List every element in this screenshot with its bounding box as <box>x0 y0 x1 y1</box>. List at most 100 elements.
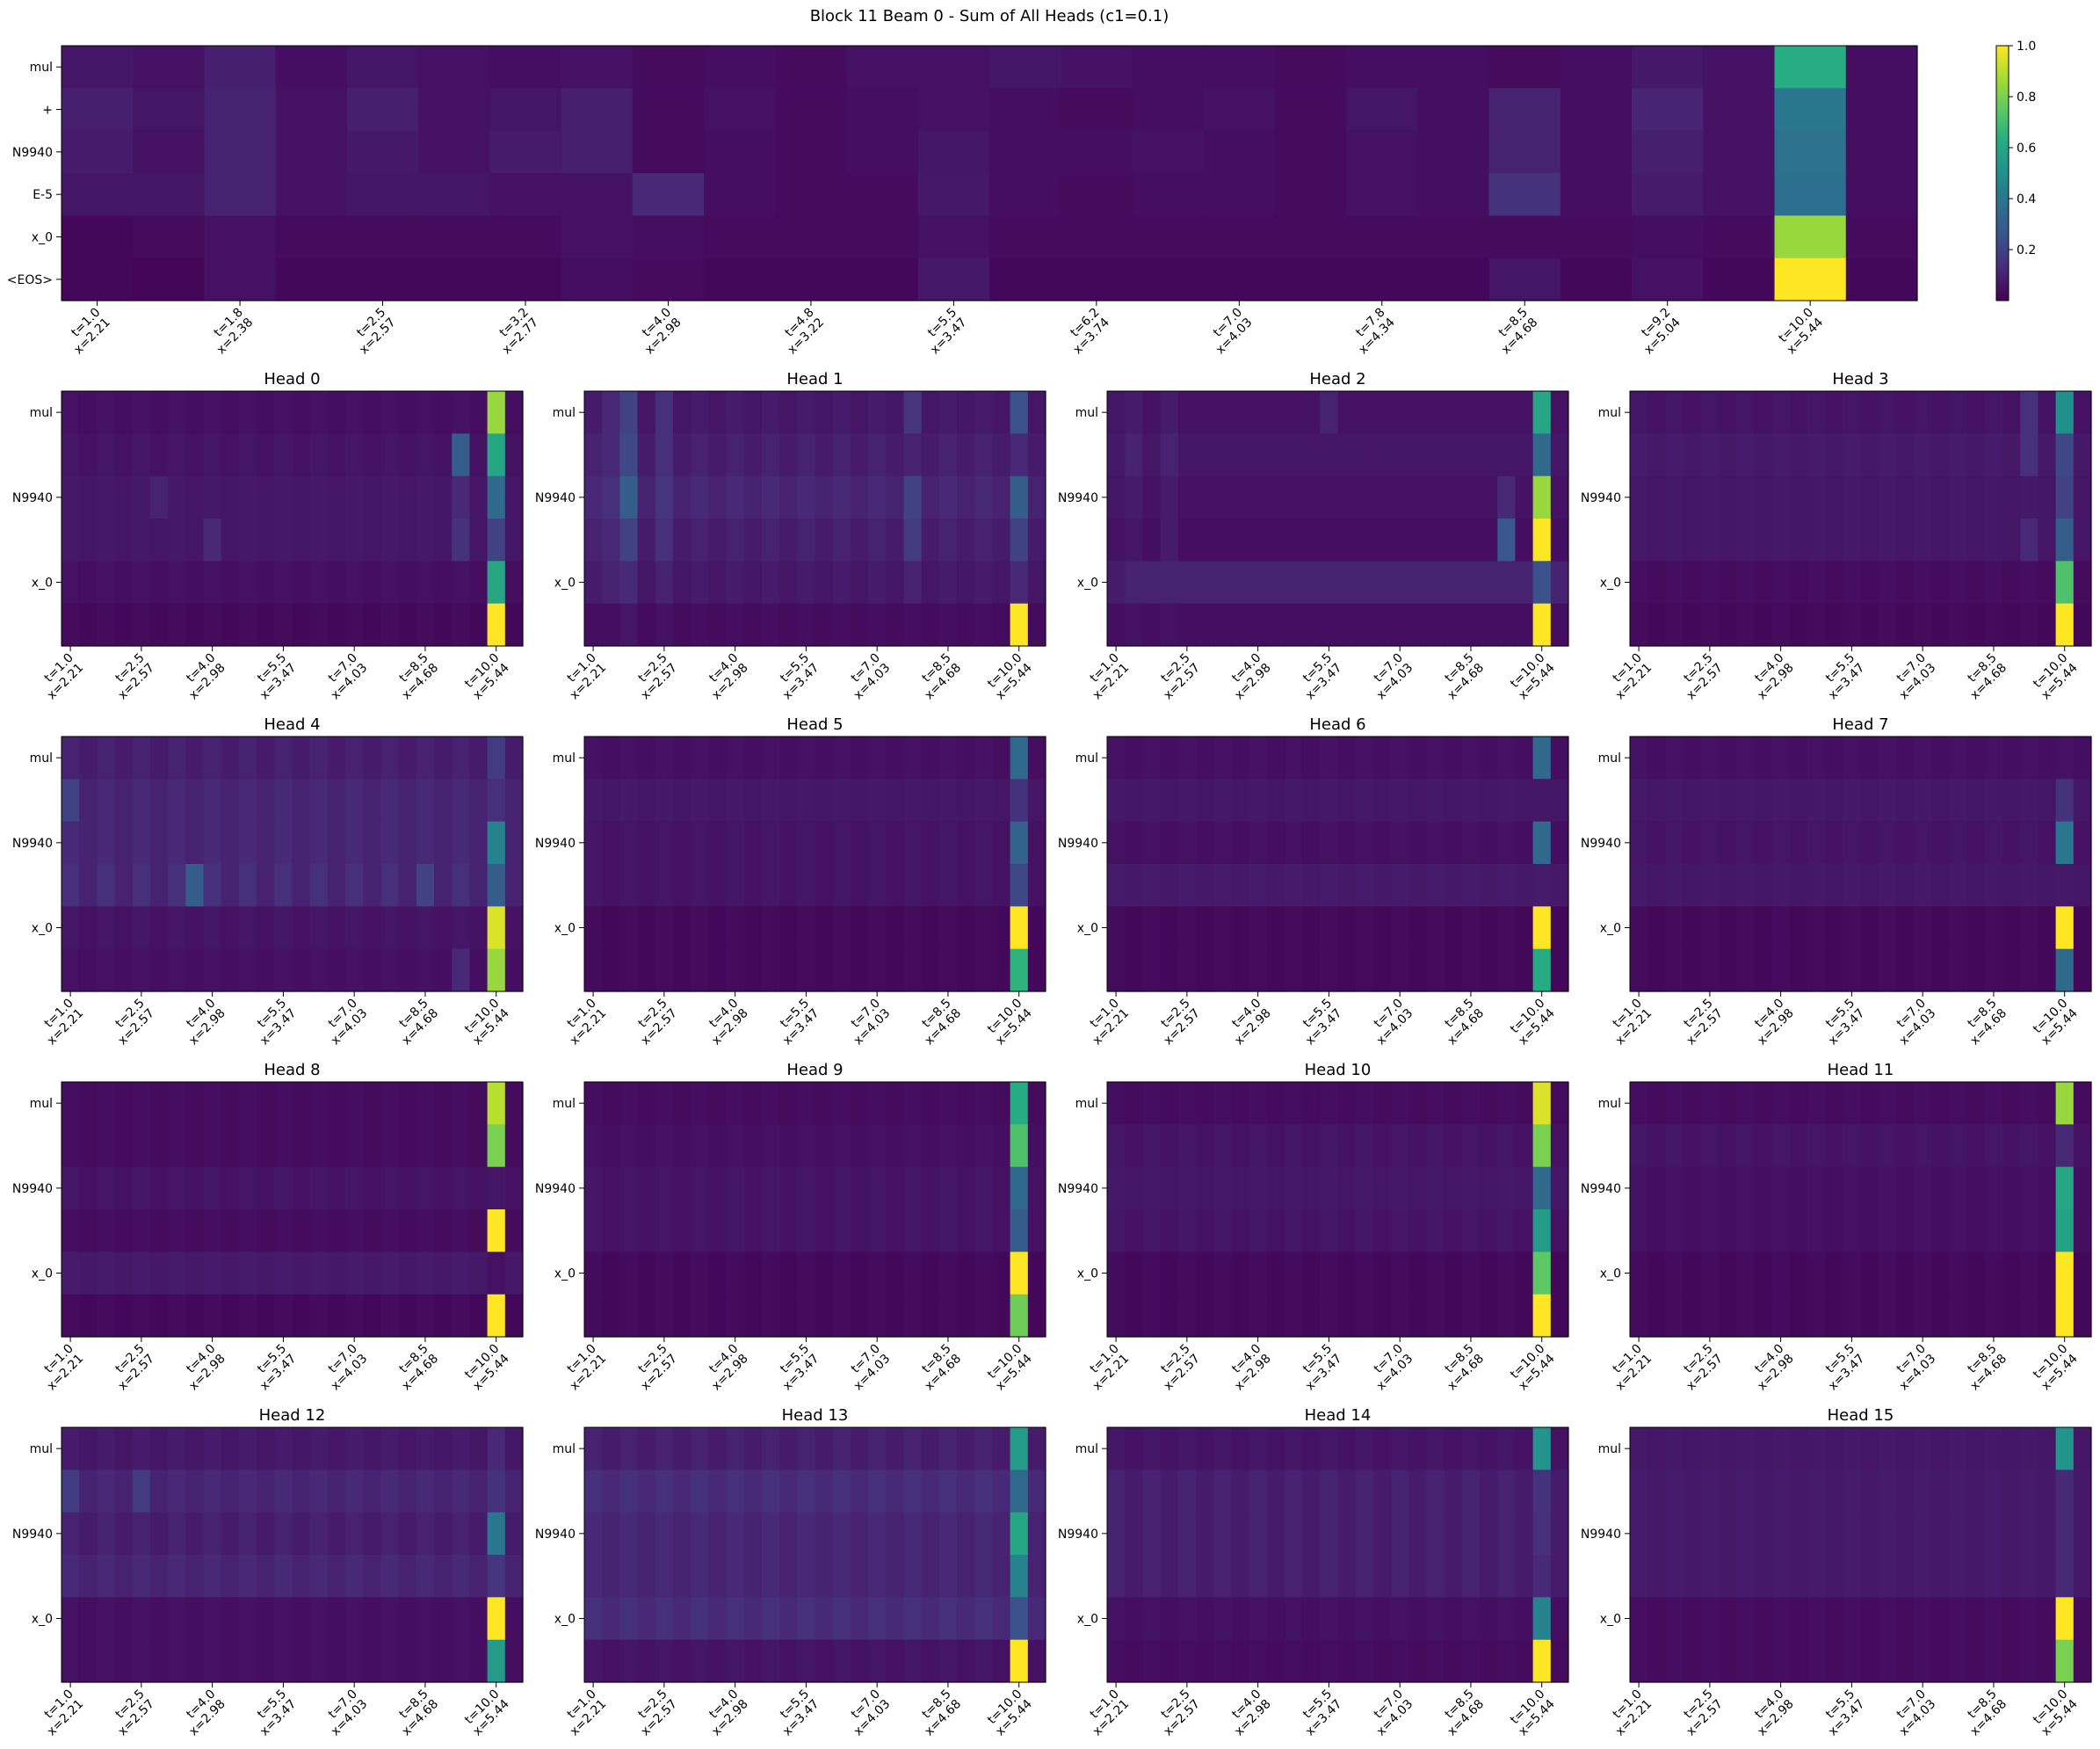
head-13-heatmap-cell <box>691 1427 709 1470</box>
head-10-heatmap-cell <box>1408 1294 1428 1338</box>
head-6-heatmap-cell <box>1515 737 1534 780</box>
head-10-heatmap-cell <box>1231 1166 1250 1210</box>
head-8-heatmap-cell <box>221 1209 240 1252</box>
head-1-heatmap-cell <box>708 519 728 562</box>
head-8-heatmap-cell <box>97 1209 116 1252</box>
head-12-heatmap-cell <box>380 1512 400 1556</box>
head-14-heatmap-cell <box>1266 1512 1285 1556</box>
head-0-heatmap-cell <box>203 433 222 477</box>
head-6-heatmap-cell <box>1426 948 1445 992</box>
head-7-heatmap-cell <box>1949 906 1968 950</box>
head-3-heatmap-cell <box>1807 391 1826 434</box>
head-12-heatmap-cell <box>398 1470 417 1513</box>
head-13-heatmap-cell <box>637 1597 656 1641</box>
head-12-heatmap-cell <box>221 1470 240 1513</box>
head-4-heatmap-cell <box>452 864 471 907</box>
head-14-heatmap-cell <box>1195 1597 1214 1641</box>
head-5-heatmap-cell <box>779 821 798 865</box>
head-9-heatmap-cell <box>1027 1294 1046 1338</box>
head-1-heatmap-cell <box>726 561 745 605</box>
head-3-heatmap-cell <box>1647 475 1666 519</box>
head-8-heatmap-cell <box>62 1082 80 1125</box>
head-12-heatmap-cell <box>149 1470 169 1513</box>
head-0-heatmap-cell <box>469 475 489 519</box>
main-heatmap-cell <box>1845 258 1918 301</box>
main-heatmap-cell <box>62 215 134 259</box>
head-8-heatmap-cell <box>185 1294 205 1338</box>
head-5-heatmap-cell <box>779 906 798 950</box>
head-4-heatmap-cell <box>114 864 134 907</box>
main-heatmap-xtick-label: t=7.8x=4.34 <box>1346 305 1398 357</box>
head-2-heatmap-cell <box>1408 519 1428 562</box>
head-2-heatmap-cell <box>1249 391 1268 434</box>
head-11-heatmap-cell <box>1630 1252 1648 1295</box>
head-7-heatmap-cell <box>1718 821 1737 865</box>
head-10-heatmap-cell <box>1497 1252 1517 1295</box>
head-14-heatmap-cell <box>1515 1512 1534 1556</box>
head-12-heatmap-cell <box>168 1597 186 1641</box>
head-15-heatmap-cell <box>1825 1427 1843 1470</box>
head-14-heatmap-cell <box>1195 1555 1214 1598</box>
head-15-heatmap-cell <box>1966 1555 1986 1598</box>
head-4-heatmap-cell <box>149 906 169 950</box>
head-7-heatmap-cell <box>1931 864 1951 907</box>
head-11-heatmap-cell <box>1647 1209 1666 1252</box>
head-6-heatmap-cell <box>1408 864 1428 907</box>
head-5-heatmap-cell <box>938 737 958 780</box>
head-12-heatmap-xtick-label: t=10.0x=5.44 <box>460 1687 512 1738</box>
head-9-heatmap-cell <box>672 1294 692 1338</box>
main-heatmap-cell <box>1488 215 1561 259</box>
head-7-heatmap-cell <box>2055 737 2075 780</box>
head-8-heatmap-cell <box>185 1124 205 1168</box>
head-9-heatmap-cell <box>797 1124 816 1168</box>
head-14-heatmap-cell <box>1125 1555 1143 1598</box>
head-11-heatmap-cell <box>1647 1124 1666 1168</box>
head-13-heatmap-cell <box>921 1470 940 1513</box>
head-8-heatmap-cell <box>504 1124 524 1168</box>
head-4-heatmap-cell <box>79 906 98 950</box>
head-1-heatmap-cell <box>761 519 780 562</box>
head-4-heatmap-cell <box>257 821 275 865</box>
head-14-heatmap-cell <box>1249 1427 1268 1470</box>
head-2-heatmap-cell <box>1284 475 1303 519</box>
head-10-heatmap-cell <box>1532 1082 1552 1125</box>
head-2-heatmap-cell <box>1142 519 1162 562</box>
head-11-heatmap-cell <box>1807 1124 1826 1168</box>
head-0-heatmap-cell <box>504 475 524 519</box>
head-4-heatmap-cell <box>469 737 489 780</box>
head-3-heatmap-frame <box>1629 390 2092 647</box>
head-14-heatmap-cell <box>1195 1639 1214 1683</box>
head-14-heatmap-cell <box>1160 1470 1179 1513</box>
head-5-heatmap-cell <box>886 737 905 780</box>
head-2-heatmap-cell <box>1177 603 1197 647</box>
head-15-heatmap-cell <box>1807 1639 1826 1683</box>
head-15-heatmap-cell <box>1914 1427 1932 1470</box>
head-2-heatmap-cell <box>1461 603 1481 647</box>
head-14-heatmap-cell <box>1497 1555 1517 1598</box>
main-heatmap-cell <box>62 173 134 216</box>
head-15-heatmap-cell <box>2038 1427 2057 1470</box>
head-6-heatmap-cell <box>1408 948 1428 992</box>
head-13-heatmap-cell <box>743 1555 763 1598</box>
head-11-heatmap-cell <box>1665 1252 1684 1295</box>
main-heatmap-cell <box>1560 173 1633 216</box>
head-6-heatmap-cell <box>1391 737 1409 780</box>
head-6-heatmap-cell <box>1444 864 1463 907</box>
head-0-heatmap-cell <box>469 391 489 434</box>
head-1-heatmap-cell <box>691 433 709 477</box>
head-4-heatmap-cell <box>62 779 80 823</box>
head-4-heatmap-cell <box>504 864 524 907</box>
head-5-heatmap-cell <box>672 864 692 907</box>
head-12-heatmap-cell <box>487 1512 506 1556</box>
main-heatmap-cell <box>489 88 562 132</box>
head-5-heatmap-cell <box>672 821 692 865</box>
head-10-heatmap-cell <box>1480 1252 1498 1295</box>
head-3-heatmap-cell <box>2073 433 2092 477</box>
head-3-heatmap-cell <box>1860 561 1879 605</box>
head-5-heatmap-cell <box>850 864 869 907</box>
head-13-heatmap-ytick-label: mul <box>553 1442 576 1456</box>
head-1-heatmap-cell <box>868 561 887 605</box>
head-2-heatmap-cell <box>1480 433 1498 477</box>
head-13-heatmap-cell <box>584 1597 603 1641</box>
head-1-heatmap-cell <box>938 603 958 647</box>
